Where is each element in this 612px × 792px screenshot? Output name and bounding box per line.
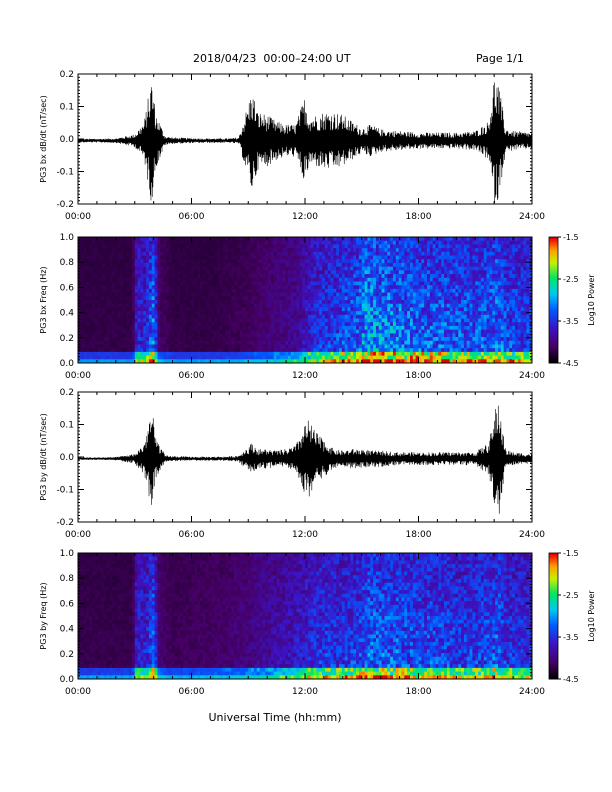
y-tick-label: 0.2 <box>60 650 74 660</box>
colorbar-tick-label: -1.5 <box>563 549 579 558</box>
x-tick-label: 00:00 <box>65 687 91 697</box>
y-tick-label: 0.1 <box>60 421 74 431</box>
y-tick-label: 1.0 <box>60 549 75 559</box>
x-tick-label: 12:00 <box>292 212 318 222</box>
y-tick-label: 0.2 <box>60 70 74 80</box>
colorbar-tick-label: -2.5 <box>563 275 579 284</box>
x-tick-label: 24:00 <box>519 530 545 540</box>
y-tick-label: 0.4 <box>60 309 75 319</box>
x-tick-label: 00:00 <box>65 530 91 540</box>
colorbar-4 <box>549 553 558 680</box>
spectrogram-2 <box>78 237 533 364</box>
colorbar-label: Log10 Power <box>587 590 596 642</box>
x-tick-label: 06:00 <box>179 530 205 540</box>
y-axis-label: PG3 bx Freq (Hz) <box>39 266 48 333</box>
y-axis-label: PG3 bx dB/dt (nT/sec) <box>39 95 48 182</box>
colorbar-2 <box>549 237 558 364</box>
colorbar-tick-label: -4.5 <box>563 675 579 684</box>
colorbar-label: Log10 Power <box>587 274 596 326</box>
colorbar-frame <box>548 236 559 364</box>
y-tick-label: 0.0 <box>60 359 75 369</box>
x-tick-label: 18:00 <box>406 371 432 381</box>
x-tick-label: 12:00 <box>292 530 318 540</box>
colorbar-frame <box>548 552 559 680</box>
y-tick-label: 1.0 <box>60 233 75 243</box>
x-tick-label: 18:00 <box>406 530 432 540</box>
y-tick-label: 0.0 <box>60 675 75 685</box>
x-tick-label: 06:00 <box>179 687 205 697</box>
colorbar-tick-label: -1.5 <box>563 233 579 242</box>
y-tick-label: 0.8 <box>60 258 75 268</box>
y-tick-label: 0.6 <box>60 283 75 293</box>
x-tick-label: 06:00 <box>179 212 205 222</box>
x-tick-label: 18:00 <box>406 687 432 697</box>
x-tick-label: 24:00 <box>519 687 545 697</box>
x-tick-label: 24:00 <box>519 371 545 381</box>
y-tick-label: -0.1 <box>56 486 74 496</box>
y-tick-label: 0.0 <box>60 453 75 463</box>
y-tick-label: -0.2 <box>56 200 74 210</box>
y-axis-label: PG3 by Freq (Hz) <box>39 582 48 649</box>
x-tick-label: 12:00 <box>292 687 318 697</box>
x-tick-label: 00:00 <box>65 371 91 381</box>
y-tick-label: 0.6 <box>60 599 75 609</box>
x-tick-label: 06:00 <box>179 371 205 381</box>
x-tick-label: 00:00 <box>65 212 91 222</box>
page-indicator: Page 1/1 <box>476 52 524 65</box>
colorbar-tick-label: -3.5 <box>563 633 579 642</box>
y-tick-label: 0.2 <box>60 388 74 398</box>
colorbar-tick-label: -2.5 <box>563 591 579 600</box>
y-axis-label: PG3 by dB/dt (nT/sec) <box>39 413 48 500</box>
spectrogram-4 <box>78 553 533 680</box>
x-tick-label: 12:00 <box>292 371 318 381</box>
colorbar-tick-label: -3.5 <box>563 317 579 326</box>
x-tick-label: 18:00 <box>406 212 432 222</box>
x-tick-label: 24:00 <box>519 212 545 222</box>
waveform-trace-3 <box>77 405 533 514</box>
y-tick-label: 0.8 <box>60 574 75 584</box>
x-axis-title: Universal Time (hh:mm) <box>209 711 342 724</box>
plot-title: 2018/04/23 00:00–24:00 UT <box>193 52 351 65</box>
colorbar-tick-label: -4.5 <box>563 359 579 368</box>
y-tick-label: 0.4 <box>60 625 75 635</box>
y-tick-label: -0.1 <box>56 168 74 178</box>
y-tick-label: 0.2 <box>60 334 74 344</box>
y-tick-label: 0.1 <box>60 103 74 113</box>
y-tick-label: -0.2 <box>56 518 74 528</box>
waveform-trace-1 <box>77 82 533 204</box>
y-tick-label: 0.0 <box>60 135 75 145</box>
